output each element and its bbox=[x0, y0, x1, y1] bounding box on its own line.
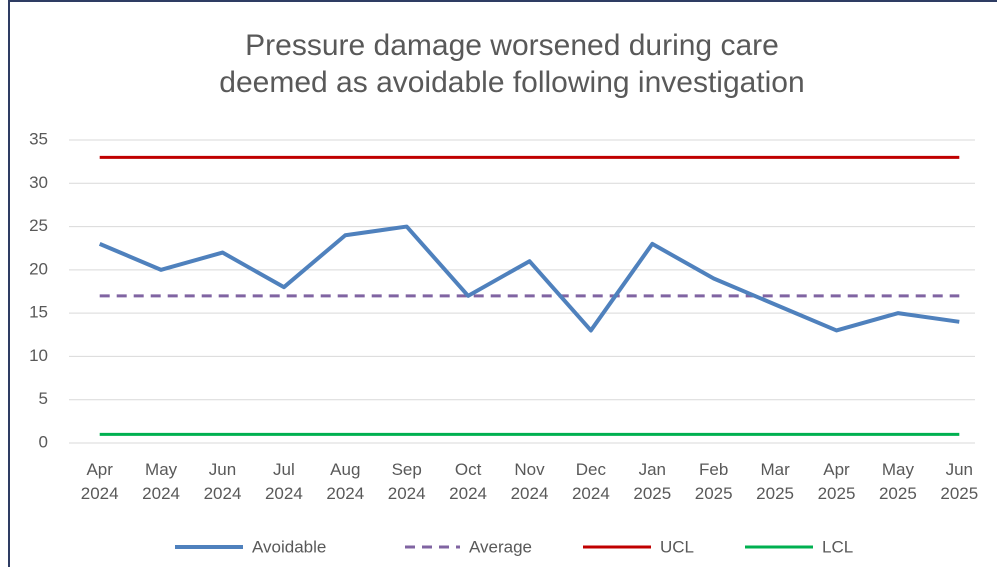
chart-title: deemed as avoidable following investigat… bbox=[219, 66, 804, 99]
x-tick-label: Apr 2024 bbox=[80, 460, 119, 503]
y-tick-label: 0 bbox=[39, 432, 48, 451]
x-tick-label: Oct 2024 bbox=[449, 460, 487, 503]
x-tick-label: May 2025 bbox=[878, 460, 917, 503]
y-tick-label: 25 bbox=[29, 216, 48, 235]
x-tick-label: Sep 2024 bbox=[387, 460, 426, 503]
frame bbox=[8, 0, 997, 567]
y-tick-label: 20 bbox=[29, 259, 48, 278]
x-tick-label: Feb 2025 bbox=[694, 460, 733, 503]
series-line bbox=[98, 224, 960, 333]
y-tick-label: 35 bbox=[29, 129, 48, 148]
chart-title: Pressure damage worsened during care bbox=[245, 29, 779, 62]
legend-label: Avoidable bbox=[252, 537, 326, 556]
x-tick-label: Jan 2025 bbox=[633, 460, 672, 503]
x-tick-label: Jun 2024 bbox=[203, 460, 242, 503]
x-tick-label: Apr 2025 bbox=[817, 460, 856, 503]
x-tick-label: Jul 2024 bbox=[264, 460, 303, 503]
x-tick-label: Mar 2025 bbox=[756, 460, 794, 503]
legend-label: UCL bbox=[660, 537, 694, 556]
legend-label: LCL bbox=[822, 537, 853, 556]
y-tick-label: 5 bbox=[39, 389, 48, 408]
x-tick-label: Nov 2024 bbox=[510, 460, 549, 503]
x-tick-label: Jun 2025 bbox=[940, 460, 979, 503]
x-tick-label: May 2024 bbox=[142, 460, 180, 503]
y-tick-label: 15 bbox=[29, 303, 48, 322]
x-tick-label: Dec 2024 bbox=[571, 460, 610, 503]
y-tick-label: 10 bbox=[29, 346, 48, 365]
legend-label: Average bbox=[469, 537, 532, 556]
y-tick-label: 30 bbox=[29, 173, 48, 192]
x-tick-label: Aug 2024 bbox=[326, 460, 365, 503]
